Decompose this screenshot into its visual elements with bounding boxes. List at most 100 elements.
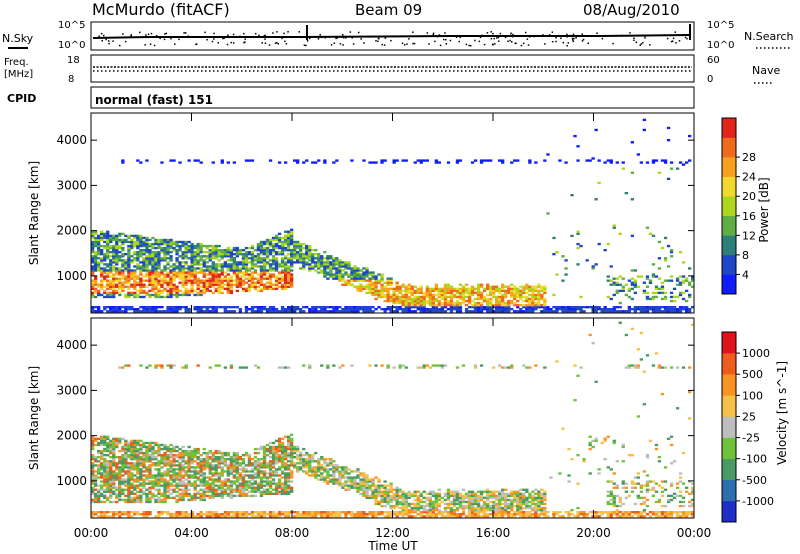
heatmap-cell [139,285,143,288]
heatmap-cell [148,253,152,256]
heatmap-cell [157,265,161,268]
heatmap-cell [121,310,125,313]
heatmap-cell [675,310,680,313]
heatmap-cell [244,484,249,487]
heatmap-cell [208,456,212,459]
heatmap-cell [380,283,384,286]
heatmap-cell [365,267,369,270]
heatmap-cell [154,295,158,299]
heatmap-cell [492,293,496,297]
heatmap-cell [422,310,426,313]
heatmap-cell [169,484,173,487]
heatmap-cell [124,269,128,272]
heatmap-cell [100,486,104,489]
heatmap-cell [214,513,218,516]
heatmap-cell [434,299,439,303]
heatmap-cell [256,257,261,260]
heatmap-cell [256,310,261,313]
heatmap-cell [94,277,98,280]
heatmap-cell [329,267,333,270]
heatmap-cell [262,261,267,264]
heatmap-cell [91,234,95,238]
heatmap-cell [594,263,598,266]
nsearch-dot [507,40,509,43]
heatmap-cell [522,291,526,295]
heatmap-cell [443,287,448,291]
heatmap-cell [115,310,119,313]
heatmap-cell [528,310,532,313]
heatmap-cell [277,236,282,240]
heatmap-cell [504,308,508,311]
heatmap-cell [455,159,460,162]
heatmap-cell [187,251,191,254]
heatmap-cell [268,265,273,268]
heatmap-cell [184,449,188,453]
heatmap-cell [169,515,173,518]
heatmap-cell [353,476,357,479]
heatmap-cell [226,513,231,516]
heatmap-cell [299,462,303,465]
heatmap-cell [413,285,417,288]
heatmap-cell [217,474,221,477]
heatmap-cell [350,478,354,481]
heatmap-cell [317,460,321,463]
heatmap-cell [172,454,176,457]
heatmap-cell [651,159,656,162]
heatmap-cell [103,500,107,504]
heatmap-cell [94,484,98,487]
heatmap-cell [187,249,191,252]
heatmap-cell [196,458,200,461]
heatmap-cell [223,283,228,286]
heatmap-cell [163,462,167,465]
heatmap-cell [262,474,267,477]
heatmap-cell [94,283,98,286]
heatmap-cell [498,304,502,307]
heatmap-cell [253,287,258,291]
heatmap-cell [112,441,116,445]
heatmap-cell [344,468,348,471]
heatmap-cell [555,310,559,313]
heatmap-cell [142,308,146,311]
heatmap-cell [672,308,677,311]
heatmap-cell [202,271,206,274]
heatmap-cell [492,291,496,295]
heatmap-cell [359,269,363,272]
heatmap-cell [211,451,215,455]
heatmap-cell [196,255,200,258]
heatmap-cell [226,251,231,254]
heatmap-cell [247,464,252,467]
heatmap-cell [112,261,116,264]
heatmap-cell [229,466,234,469]
heatmap-cell [350,310,354,313]
heatmap-cell [259,472,264,475]
heatmap-cell [211,474,215,477]
heatmap-cell [362,271,366,274]
heatmap-cell [434,283,439,286]
heatmap-cell [392,301,396,305]
heatmap-cell [290,474,294,477]
heatmap-cell [299,515,303,518]
heatmap-cell [437,299,442,303]
heatmap-cell [449,308,454,311]
heatmap-cell [368,306,372,309]
heatmap-cell [380,287,384,291]
nsearch-dot [575,37,577,39]
heatmap-cell [323,265,327,268]
heatmap-cell [356,470,360,473]
heatmap-cell [106,232,110,236]
heatmap-cell [395,285,399,288]
heatmap-cell [479,295,484,299]
heatmap-cell [145,263,149,266]
heatmap-cell [633,291,638,295]
heatmap-cell [202,496,206,500]
heatmap-cell [205,289,209,293]
heatmap-cell [525,297,529,301]
heatmap-cell [94,494,98,498]
heatmap-cell [663,279,668,282]
heatmap-cell [489,304,493,307]
heatmap-cell [591,265,595,268]
heatmap-cell [145,159,149,162]
heatmap-cell [455,310,460,313]
heatmap-cell [169,513,173,516]
heatmap-cell [124,240,128,244]
